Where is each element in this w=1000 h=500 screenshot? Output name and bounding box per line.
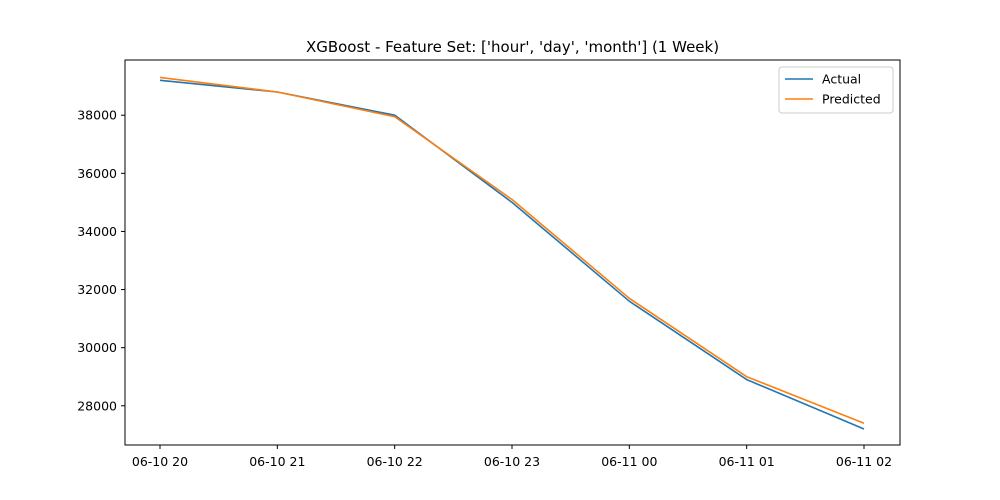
chart-title: XGBoost - Feature Set: ['hour', 'day', '… xyxy=(306,38,719,56)
x-axis: 06-10 20 06-10 21 06-10 22 06-10 23 06-11 00… xyxy=(132,445,892,469)
series-line-actual xyxy=(159,79,865,430)
y-tick-label: 36000 xyxy=(77,166,117,181)
x-tick-label: 06-11 01 xyxy=(719,454,775,469)
x-tick-label: 06-10 23 xyxy=(484,454,540,469)
y-tick-label: 34000 xyxy=(77,224,117,239)
y-tick-label: 32000 xyxy=(77,282,117,297)
x-tick-label: 06-10 22 xyxy=(367,454,423,469)
x-tick-label: 06-11 02 xyxy=(836,454,892,469)
x-tick-label: 06-10 20 xyxy=(132,454,188,469)
y-tick-label: 38000 xyxy=(77,108,117,123)
legend: Actual Predicted xyxy=(778,66,894,114)
legend-label-predicted: Predicted xyxy=(822,92,881,107)
y-axis: 28000 30000 32000 34000 36000 38000 xyxy=(77,108,125,413)
y-tick-label: 30000 xyxy=(77,340,117,355)
legend-label-actual: Actual xyxy=(822,72,861,87)
x-tick-label: 06-11 00 xyxy=(601,454,657,469)
y-tick-label: 28000 xyxy=(77,398,117,413)
x-tick-label: 06-10 21 xyxy=(249,454,305,469)
plot-frame xyxy=(124,59,901,446)
series-line-predicted xyxy=(159,76,865,424)
series-layer xyxy=(159,76,865,430)
